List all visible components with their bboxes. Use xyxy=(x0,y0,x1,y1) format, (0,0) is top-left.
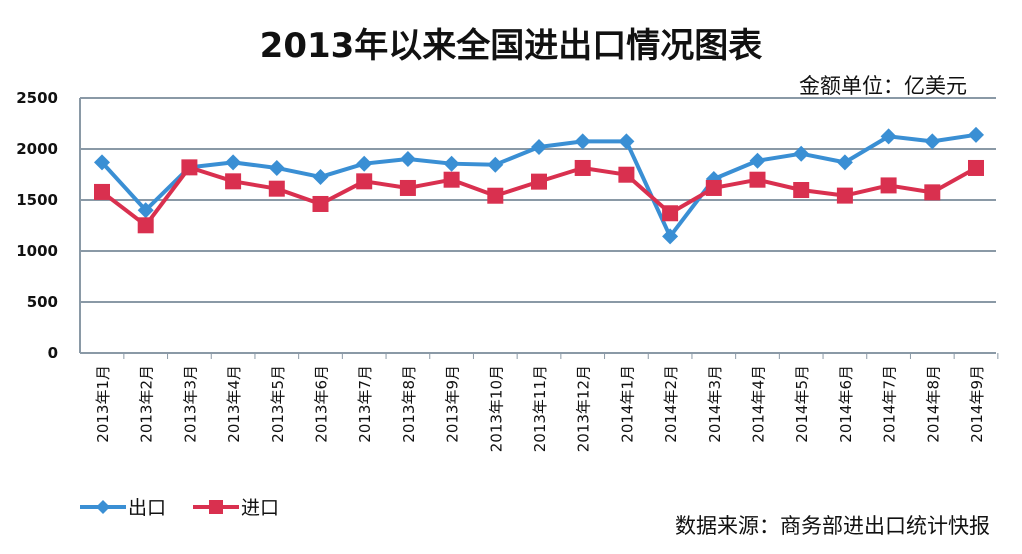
x-tick-label: 2013年7月 xyxy=(356,365,374,443)
y-tick-label: 2000 xyxy=(16,140,58,158)
data-point xyxy=(618,133,635,150)
x-tick-label: 2013年2月 xyxy=(138,365,156,443)
data-point xyxy=(574,159,591,176)
data-point xyxy=(924,184,941,201)
data-point xyxy=(924,133,941,150)
data-point xyxy=(968,126,984,143)
legend-label: 出口 xyxy=(128,497,166,519)
legend-label: 进口 xyxy=(241,497,279,519)
data-point xyxy=(443,171,460,188)
data-point xyxy=(399,150,416,167)
data-point xyxy=(662,228,679,245)
data-point xyxy=(836,187,853,204)
data-point xyxy=(94,154,110,171)
data-point xyxy=(443,155,460,172)
data-point xyxy=(225,154,242,171)
data-point xyxy=(705,179,722,196)
data-point xyxy=(312,195,329,212)
x-tick-label: 2013年11月 xyxy=(531,365,549,452)
y-tick-label: 0 xyxy=(48,344,58,362)
data-point xyxy=(662,205,679,222)
x-tick-label: 2013年9月 xyxy=(444,365,462,443)
x-tick-label: 2014年2月 xyxy=(662,365,680,443)
data-point xyxy=(749,152,766,169)
data-point xyxy=(94,183,110,200)
data-point xyxy=(137,217,154,234)
data-point xyxy=(880,177,897,194)
data-point xyxy=(225,173,242,190)
x-tick-label: 2013年6月 xyxy=(313,365,331,443)
data-point xyxy=(531,173,547,190)
data-point xyxy=(793,182,810,199)
series-export xyxy=(94,126,984,245)
data-point xyxy=(137,202,154,219)
data-point xyxy=(618,166,635,183)
x-tick-label: 2014年8月 xyxy=(924,365,942,443)
x-tick-label: 2013年12月 xyxy=(575,365,593,452)
data-point xyxy=(487,156,504,173)
x-tick-label: 2013年4月 xyxy=(225,365,243,443)
x-tick-label: 2013年10月 xyxy=(487,365,505,452)
y-tick-label: 500 xyxy=(27,293,58,311)
data-point xyxy=(356,173,373,190)
data-point xyxy=(487,187,504,204)
data-point xyxy=(399,179,416,196)
data-point xyxy=(836,154,853,171)
x-tick-label: 2014年6月 xyxy=(837,365,855,443)
data-point xyxy=(356,155,373,172)
source-label: 数据来源：商务部进出口统计快报 xyxy=(675,514,990,538)
data-point xyxy=(268,159,285,176)
data-point xyxy=(312,168,329,185)
x-tick-label: 2014年9月 xyxy=(968,365,986,443)
data-point xyxy=(268,180,285,197)
x-tick-label: 2014年3月 xyxy=(706,365,724,443)
legend-marker xyxy=(96,500,110,514)
x-tick-label: 2013年3月 xyxy=(181,365,199,443)
data-point xyxy=(181,159,198,176)
x-tick-label: 2013年8月 xyxy=(400,365,418,443)
data-point xyxy=(749,171,766,188)
x-tick-label: 2013年1月 xyxy=(94,365,112,443)
chart-title: 2013年以来全国进出口情况图表 xyxy=(259,26,763,66)
x-tick-label: 2014年4月 xyxy=(750,365,768,443)
data-point xyxy=(968,159,984,176)
x-tick-label: 2013年5月 xyxy=(269,365,287,443)
x-tick-label: 2014年5月 xyxy=(793,365,811,443)
series-import xyxy=(94,159,984,234)
data-point xyxy=(574,133,591,150)
data-point xyxy=(880,128,897,145)
data-point xyxy=(531,138,547,155)
y-tick-label: 2500 xyxy=(16,89,58,107)
unit-label: 金额单位：亿美元 xyxy=(799,74,967,98)
x-tick-label: 2014年7月 xyxy=(881,365,899,443)
x-tick-label: 2014年1月 xyxy=(618,365,636,443)
legend: 出口 进口 xyxy=(80,497,279,519)
legend-marker xyxy=(209,500,223,514)
data-point xyxy=(793,145,810,162)
y-tick-label: 1500 xyxy=(16,191,58,209)
y-tick-label: 1000 xyxy=(16,242,58,260)
